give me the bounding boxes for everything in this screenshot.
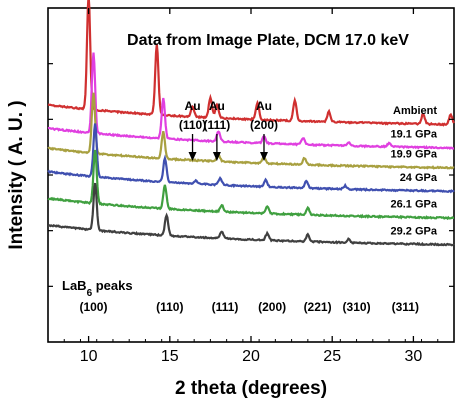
lab6-label: LaB6 peaks [62, 278, 133, 299]
series-line-3 [47, 123, 455, 194]
x-tick-label-4: 30 [405, 348, 423, 365]
series-label-4: 26.1 GPa [391, 199, 438, 211]
series-layer: Ambient 19.1 GPa 19.9 GPa 24 GPa 26.1 GPa 29.… [47, 0, 455, 247]
lab6-hkl-5: (310) [343, 300, 371, 314]
series-line-1 [47, 52, 455, 151]
series-label-5: 29.2 GPa [391, 226, 438, 238]
series-label-2: 19.9 GPa [391, 149, 438, 161]
au-arrowhead-2 [259, 152, 268, 161]
au-label-2: Au [256, 99, 272, 113]
series-label-3: 24 GPa [400, 172, 438, 184]
au-hkl-1: (111) [204, 118, 231, 132]
series-line-4 [47, 149, 454, 221]
annotation-layer: Au(110)Au(111)Au(200)(100) (110) (111) (200… [79, 99, 418, 314]
chart-title: Data from Image Plate, DCM 17.0 keV [127, 32, 409, 49]
lab6-hkl-3: (200) [258, 300, 286, 314]
lab6-label-sub: 6 [87, 288, 93, 299]
series-line-5 [48, 182, 455, 247]
lab6-hkl-0: (100) [79, 300, 107, 314]
y-axis-title: Intensity ( A. U. ) [6, 100, 27, 249]
series-line-0 [47, 0, 455, 127]
x-axis-title: 2 theta (degrees) [175, 378, 327, 399]
lab6-label-main: LaB [62, 278, 87, 293]
lab6-hkl-4: (221) [304, 300, 332, 314]
au-arrowhead-0 [188, 152, 197, 161]
x-tick-label-3: 25 [323, 348, 341, 365]
au-label-1: Au [209, 99, 225, 113]
lab6-label-rest: peaks [92, 278, 132, 293]
x-tick-label-1: 15 [161, 348, 179, 365]
au-hkl-2: (200) [250, 118, 278, 132]
x-tick-label-2: 20 [242, 348, 260, 365]
au-label-0: Au [185, 99, 201, 113]
ticks-layer: 10 15 20 25 30 [48, 8, 454, 365]
au-hkl-0: (110) [179, 118, 206, 132]
x-tick-label-0: 10 [80, 348, 98, 365]
series-label-1: 19.1 GPa [391, 129, 438, 141]
lab6-hkl-6: (311) [392, 300, 419, 314]
series-label-0: Ambient [393, 105, 437, 117]
lab6-hkl-1: (110) [156, 300, 183, 314]
au-arrowhead-1 [212, 152, 221, 161]
series-line-2 [47, 92, 455, 170]
lab6-hkl-2: (111) [212, 300, 239, 314]
